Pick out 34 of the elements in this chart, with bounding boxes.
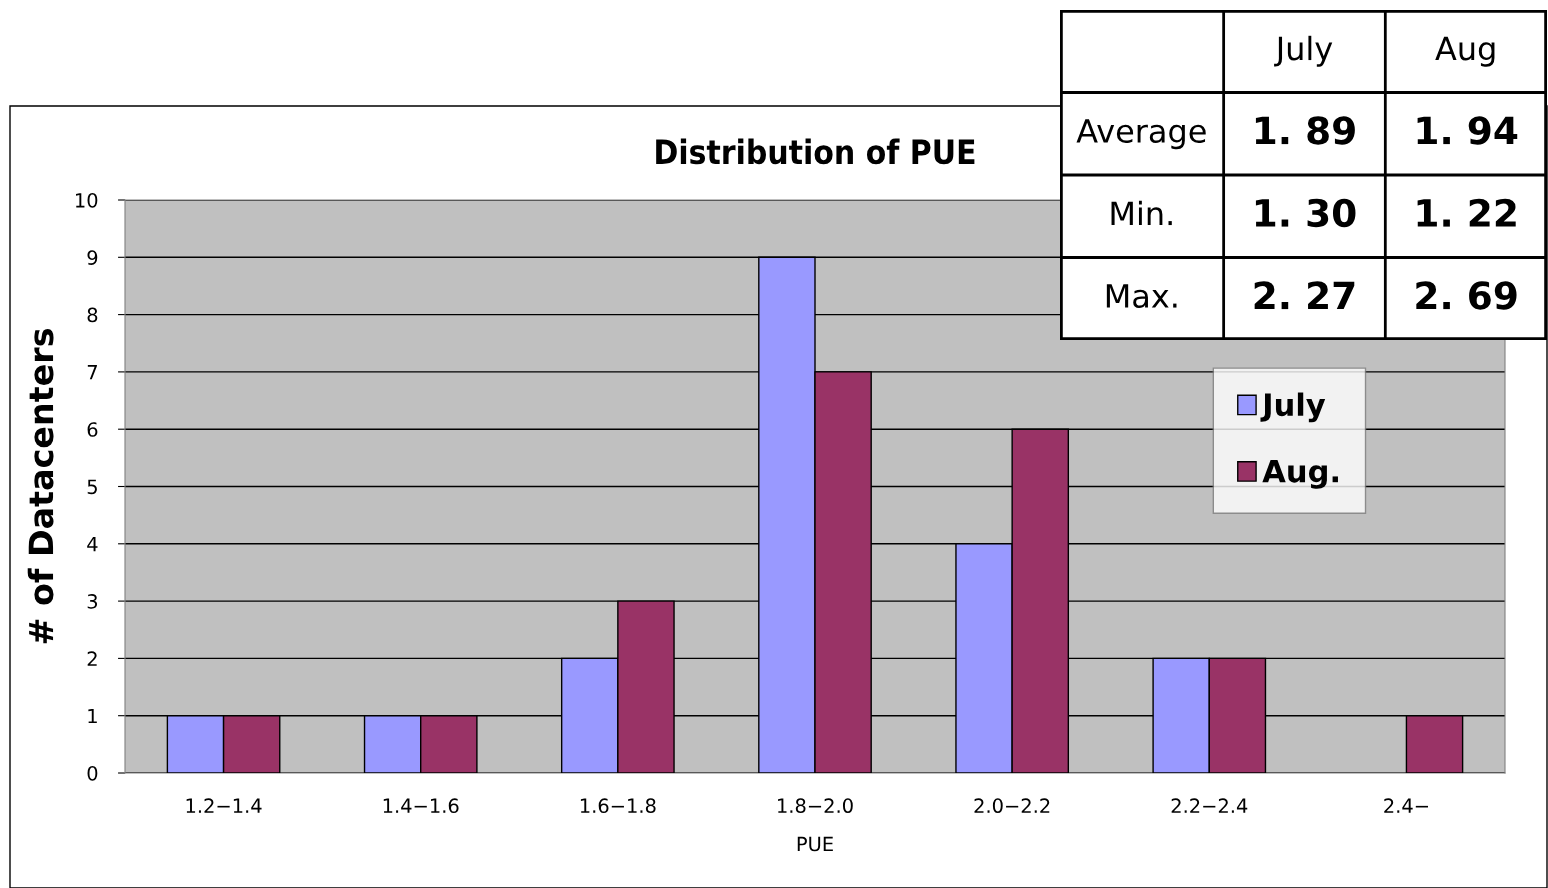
y-tick-label: 10 xyxy=(76,192,98,208)
text: 1. 89 xyxy=(1255,116,1355,145)
y-tick-label: 8 xyxy=(87,307,98,323)
y-tick-label: 9 xyxy=(87,250,98,265)
y-tick-label: 2 xyxy=(87,651,97,666)
text: 1. 22 xyxy=(1417,198,1516,227)
category-label: Min. xyxy=(1111,200,1172,226)
category-label: Max. xyxy=(1106,284,1177,309)
y-tick-label: 0 xyxy=(87,765,98,781)
x-tick-label: 2.2−2.4 xyxy=(1171,798,1248,813)
text: 2. 69 xyxy=(1416,281,1517,310)
x-tick-label: 2.4− xyxy=(1384,798,1428,813)
y-tick-label: 5 xyxy=(87,479,97,495)
category-label: Aug xyxy=(1435,36,1495,67)
y-tick-label: 6 xyxy=(87,422,98,437)
legend-label: Aug. xyxy=(1262,459,1338,489)
x-tick-label: 1.6−1.8 xyxy=(580,798,656,814)
x-tick-label: 1.4−1.6 xyxy=(383,798,459,814)
x-tick-label: 1.2−1.4 xyxy=(186,798,262,813)
x-tick-label: 1.8−2.0 xyxy=(778,798,853,814)
y-axis-title: # of Datacenters xyxy=(27,329,54,644)
x-axis-title: PUE xyxy=(797,836,833,852)
text: 1. 94 xyxy=(1417,116,1518,145)
text: 1. 30 xyxy=(1255,198,1356,228)
text: 2. 27 xyxy=(1254,281,1355,310)
y-tick-label: 7 xyxy=(87,365,97,380)
category-label: July xyxy=(1274,35,1333,67)
x-tick-label: 2.0−2.2 xyxy=(974,798,1050,814)
y-tick-label: 4 xyxy=(87,537,98,552)
y-tick-label: 3 xyxy=(87,594,98,609)
chart-title: Distribution of PUE xyxy=(656,138,975,165)
category-label: Average xyxy=(1076,119,1206,150)
legend-label: July xyxy=(1260,392,1326,423)
y-tick-label: 1 xyxy=(88,708,97,724)
